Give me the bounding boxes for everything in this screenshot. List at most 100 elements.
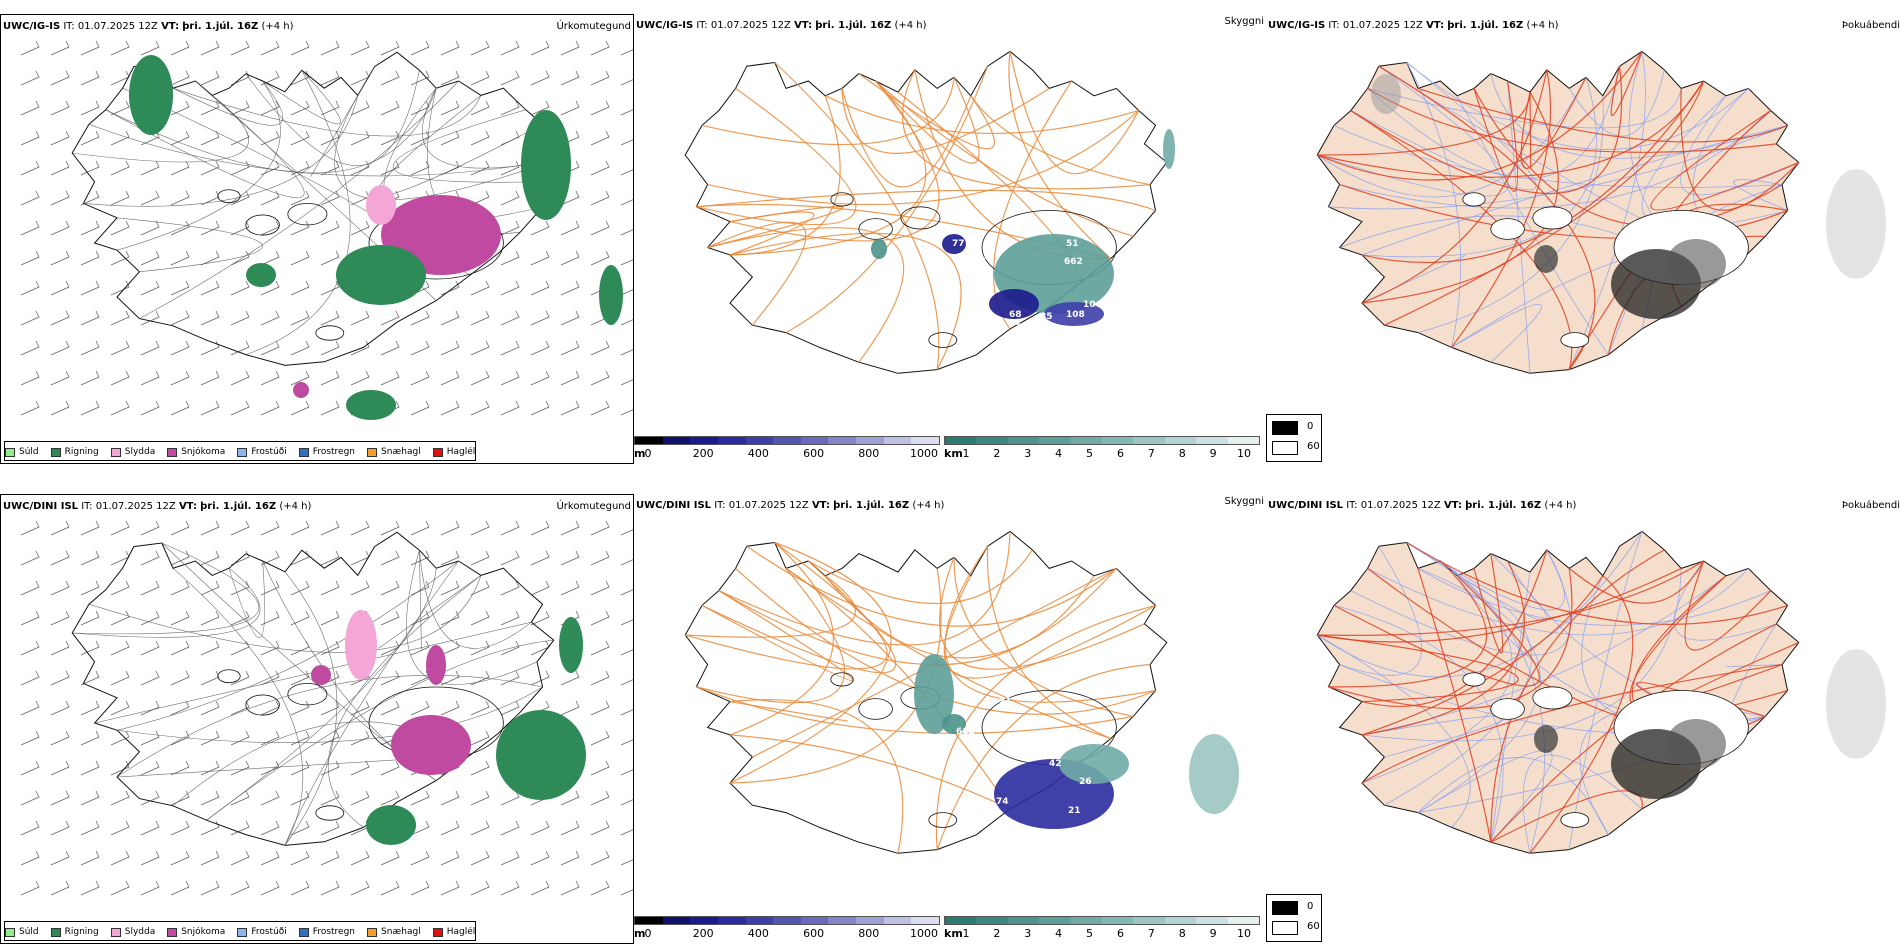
wind-barb <box>110 880 130 896</box>
wind-barb <box>500 400 520 416</box>
wind-barb <box>230 70 250 86</box>
glacier-outline <box>245 214 280 236</box>
wind-barb <box>470 580 490 596</box>
colorbar-segment <box>1164 917 1197 924</box>
ceiling-value-label: 79 <box>1015 323 1028 333</box>
wind-barb <box>170 850 190 866</box>
wind-barb <box>350 850 370 866</box>
wind-barb <box>170 40 190 56</box>
road-line <box>116 675 543 778</box>
wind-barb <box>230 310 250 326</box>
ceiling-visibility-panel-bottom: UWC/DINI ISL IT: 01.07.2025 12Z VT: þri.… <box>634 494 1266 944</box>
wind-barb <box>440 670 460 686</box>
wind-barb <box>230 370 250 386</box>
colorbar-segment <box>1164 437 1197 444</box>
ceiling-value-label: 26 <box>1079 777 1092 787</box>
wind-barb <box>20 820 40 836</box>
wind-barb <box>20 190 40 206</box>
low-visibility-area <box>914 654 954 734</box>
fog-area <box>1666 239 1726 289</box>
wind-barb <box>110 400 130 416</box>
wind-barb <box>140 670 160 686</box>
wind-barb <box>410 820 430 836</box>
snow-area <box>311 665 331 685</box>
wind-barb <box>470 640 490 656</box>
road-line <box>1673 560 1777 641</box>
legend-swatch <box>298 927 309 937</box>
wind-barb <box>560 370 580 386</box>
wind-barb <box>590 340 610 356</box>
wind-barb <box>200 370 220 386</box>
wind-barb <box>320 370 340 386</box>
wind-barb <box>80 520 100 536</box>
road-line <box>935 604 1156 850</box>
road-line <box>83 95 359 207</box>
colorbar-tick-label: 7 <box>1147 447 1155 460</box>
wind-barb <box>50 130 70 146</box>
colorbar-tick-label: 2 <box>993 927 1001 940</box>
colorbar-tick-label: 200 <box>692 447 714 460</box>
wind-barb <box>380 640 400 656</box>
wind-barb <box>470 850 490 866</box>
rain-area <box>496 710 586 800</box>
wind-barb <box>170 190 190 206</box>
fog-legend-swatch <box>1272 421 1298 435</box>
wind-barb <box>470 340 490 356</box>
wind-barb <box>620 859 633 866</box>
wind-barb <box>470 880 490 896</box>
fog-legend-label: 60 <box>1307 441 1320 452</box>
colorbar-tick-label: 3 <box>1024 447 1032 460</box>
wind-barb <box>380 520 400 536</box>
wind-barb <box>290 280 310 296</box>
colorbar-tick-label: 0 <box>644 447 652 460</box>
wind-barb <box>620 799 633 806</box>
wind-barb <box>50 370 70 386</box>
coastline <box>684 50 1168 374</box>
wind-barb <box>380 700 400 716</box>
road-line <box>986 546 1112 740</box>
wind-barb <box>590 370 610 386</box>
road-line <box>1733 179 1788 211</box>
wind-barb <box>200 280 220 296</box>
wind-barb <box>620 649 633 656</box>
wind-barb <box>530 550 550 566</box>
wind-barb <box>170 790 190 806</box>
wind-barb <box>500 280 520 296</box>
wind-barb <box>80 580 100 596</box>
wind-barb <box>410 550 430 566</box>
road-line <box>419 550 532 649</box>
wind-barb <box>140 280 160 296</box>
wind-barb <box>590 580 610 596</box>
wind-barb <box>20 610 40 626</box>
wind-barb <box>320 790 340 806</box>
fog-area <box>1371 74 1401 114</box>
legend-label: Snjókoma <box>181 927 226 937</box>
wind-barb <box>560 850 580 866</box>
road-line <box>1361 255 1466 304</box>
wind-barb <box>200 580 220 596</box>
road-line <box>701 560 897 674</box>
wind-barb <box>380 610 400 626</box>
wind-barb <box>440 100 460 116</box>
glacier-outline <box>928 812 958 828</box>
wind-barb <box>20 100 40 116</box>
rain-area <box>521 110 571 220</box>
ceiling-visibility-map: 662 21 42 74 21 26 28 <box>684 530 1239 854</box>
wind-barb <box>110 640 130 656</box>
legend-label: Snæhagl <box>381 447 421 457</box>
legend-item: Snjókoma <box>167 927 225 937</box>
road-line <box>1328 560 1487 688</box>
wind-barb <box>110 340 130 356</box>
road-line <box>1333 125 1783 188</box>
wind-barb <box>500 790 520 806</box>
wind-barb <box>440 310 460 326</box>
wind-barb <box>230 820 250 836</box>
wind-barb <box>320 340 340 356</box>
wind-barb <box>410 700 430 716</box>
wind-barb <box>590 820 610 836</box>
colorbar-segment <box>1227 437 1260 444</box>
legend-item: Frostregn <box>298 927 355 937</box>
wind-barb <box>290 820 310 836</box>
wind-barb <box>140 160 160 176</box>
wind-barb <box>20 160 40 176</box>
